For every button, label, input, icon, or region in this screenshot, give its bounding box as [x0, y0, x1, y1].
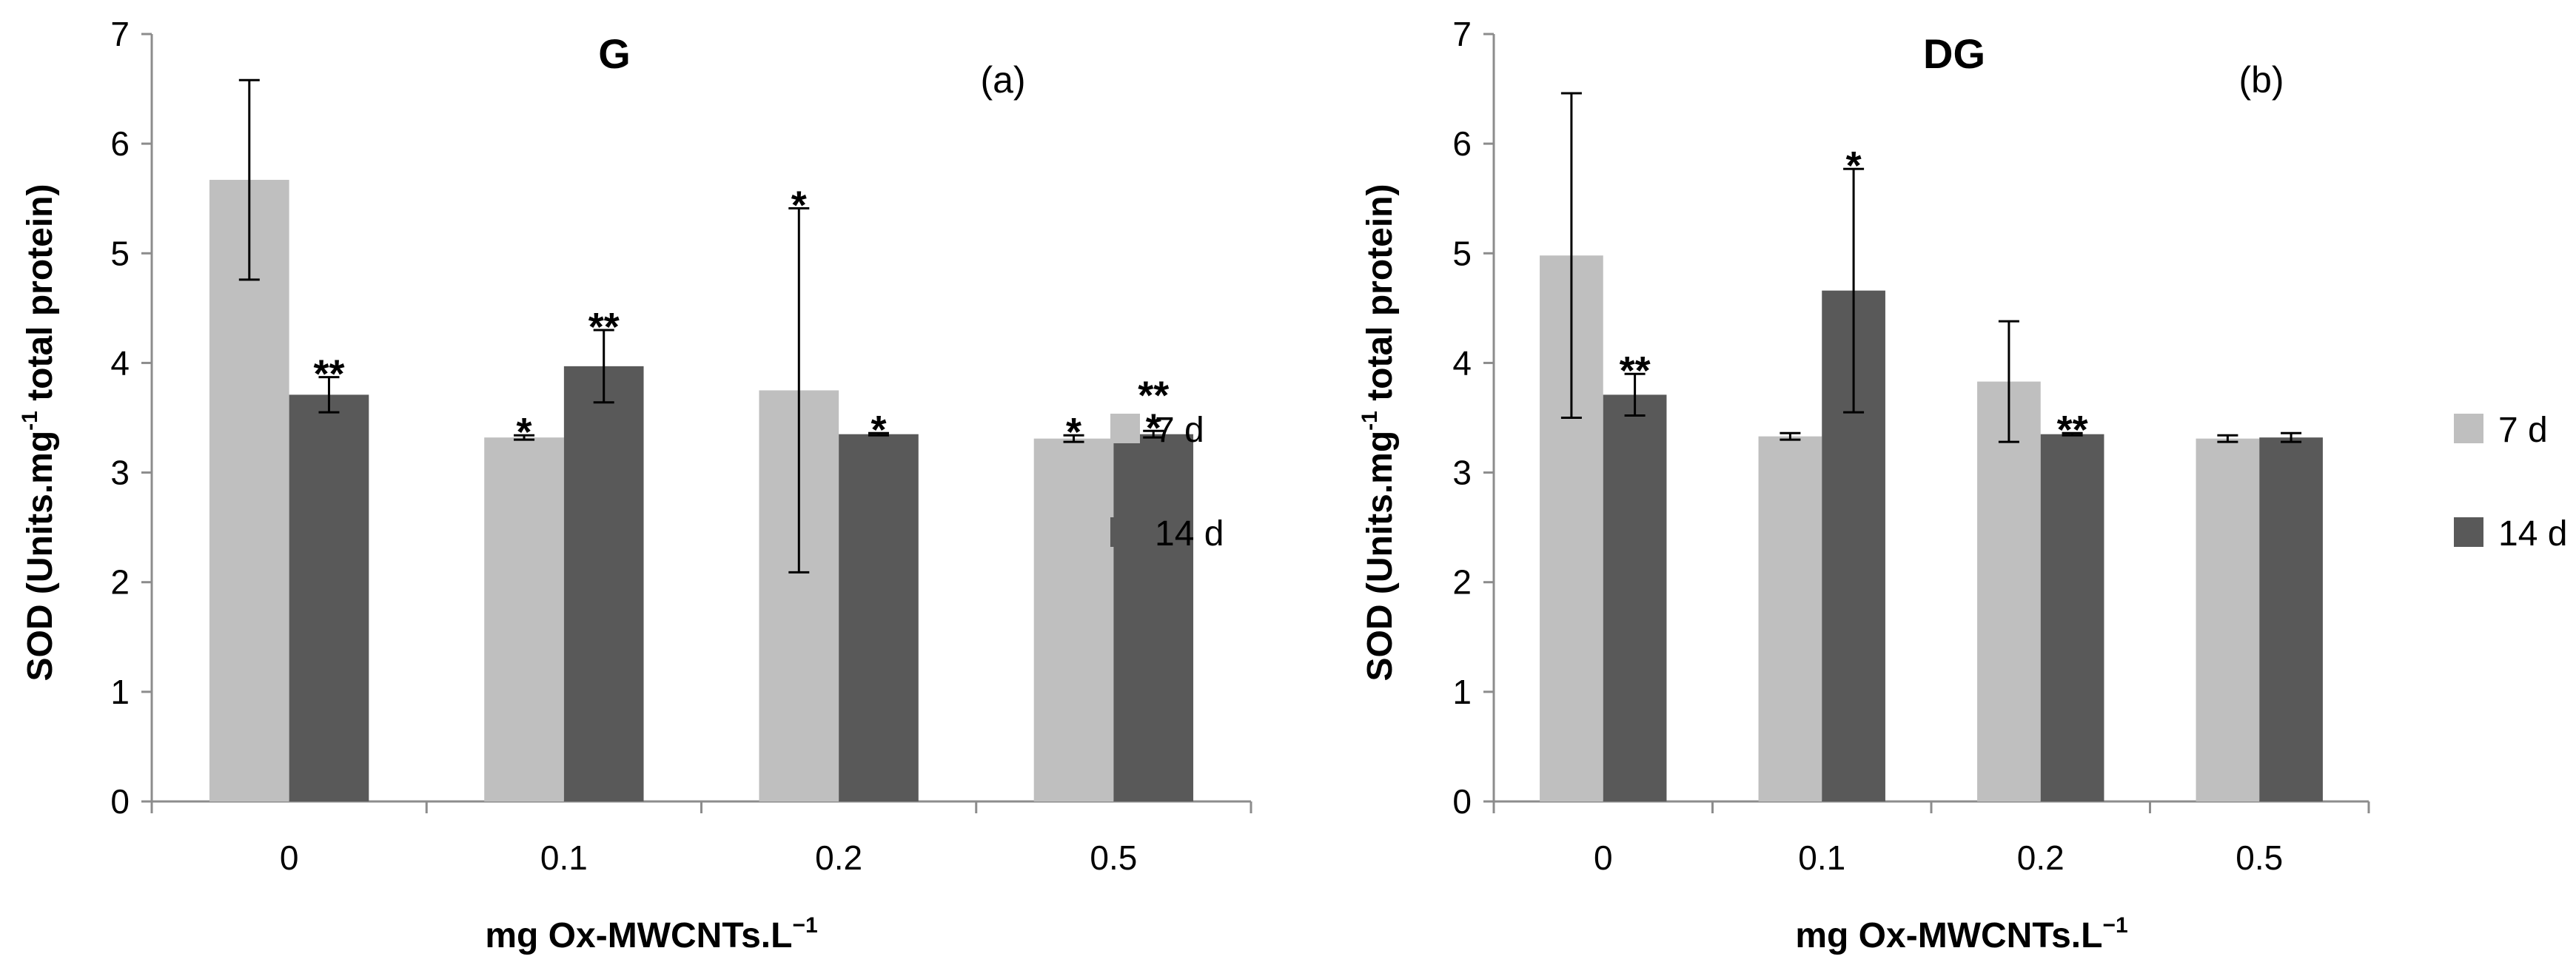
x-tick-label: 0.2 — [2017, 838, 2065, 877]
x-tick-label: 0.1 — [540, 838, 588, 877]
bar-14d-0.5 — [2259, 437, 2323, 801]
y-tick-label: 6 — [1452, 124, 1472, 163]
y-tick-label: 1 — [110, 673, 130, 711]
y-tick-label: 2 — [110, 563, 130, 602]
panel-label: (a) — [980, 59, 1025, 101]
legend-label: 7 d — [2498, 411, 2548, 450]
bar-14d-0.2 — [839, 434, 919, 801]
bar-14d-0 — [1603, 394, 1667, 801]
significance-marker: * — [871, 408, 886, 452]
bar-7d-0.2 — [1977, 381, 2041, 801]
x-tick-label: 0.2 — [815, 838, 862, 877]
significance-marker: * — [517, 410, 532, 454]
y-axis-label: SOD (Units.mg-1 total protein) — [1358, 184, 1400, 682]
significance-marker: * — [1066, 410, 1081, 454]
y-tick-label: 2 — [1452, 563, 1472, 602]
chart-title: DG — [1923, 30, 1985, 77]
bar-14d-0.1 — [563, 366, 644, 801]
legend-label: 14 d — [2498, 514, 2567, 554]
panel-label: (b) — [2238, 59, 2284, 101]
bar-14d-0.5 — [1113, 434, 1194, 801]
y-tick-label: 1 — [1452, 673, 1472, 711]
chart-dg: 0 1 2 3 4 5 6 7 0 ** 0.1 * 0.2 ** 0.5 DG (b) SOD (Units.m… — [1358, 15, 2567, 955]
bar-7d-0.5 — [2196, 438, 2260, 801]
y-tick-label: 0 — [110, 782, 130, 821]
y-tick-label: 4 — [110, 343, 130, 382]
legend-swatch-7d — [2454, 414, 2483, 443]
x-tick-label: 0 — [280, 838, 299, 877]
bar-7d-0.1 — [1758, 436, 1822, 801]
chart-title: G — [598, 30, 631, 77]
x-tick-label: 0 — [1594, 838, 1613, 877]
legend-swatch-14d — [2454, 517, 2483, 547]
bar-14d-0 — [289, 394, 369, 801]
significance-marker: ** — [2057, 408, 2088, 452]
x-tick-label: 0.1 — [1798, 838, 1845, 877]
significance-marker: ** — [588, 305, 620, 349]
bar-14d-0.2 — [2040, 434, 2104, 801]
bar-7d-0 — [209, 180, 289, 801]
significance-marker: ** — [1620, 349, 1651, 393]
y-tick-label: 6 — [110, 124, 130, 163]
y-tick-label: 5 — [110, 234, 130, 272]
significance-marker: * — [1146, 406, 1161, 450]
x-axis-label: mg Ox-MWCNTs.L−1 — [485, 913, 817, 955]
x-tick-label: 0.5 — [2235, 838, 2283, 877]
significance-marker: ** — [1138, 373, 1169, 417]
x-tick-label: 0.5 — [1090, 838, 1137, 877]
y-tick-label: 5 — [1452, 234, 1472, 272]
y-tick-label: 7 — [110, 15, 130, 53]
y-tick-label: 3 — [110, 454, 130, 492]
legend-swatch-7d — [1110, 414, 1140, 443]
bar-7d-0.1 — [484, 437, 564, 801]
y-tick-label: 0 — [1452, 782, 1472, 821]
y-tick-label: 3 — [1452, 454, 1472, 492]
legend-swatch-14d — [1110, 517, 1140, 547]
significance-marker: * — [791, 184, 807, 228]
significance-marker: ** — [313, 352, 344, 397]
y-tick-label: 7 — [1452, 15, 1472, 53]
x-axis-label: mg Ox-MWCNTs.L−1 — [1795, 913, 2127, 955]
y-tick-label: 4 — [1452, 343, 1472, 382]
y-axis-label: SOD (Units.mg-1 total protein) — [18, 184, 60, 682]
legend-label: 7 d — [1155, 411, 1204, 450]
significance-marker: * — [1846, 144, 1862, 188]
legend-label: 14 d — [1155, 514, 1224, 554]
bar-7d-0.5 — [1033, 438, 1114, 801]
